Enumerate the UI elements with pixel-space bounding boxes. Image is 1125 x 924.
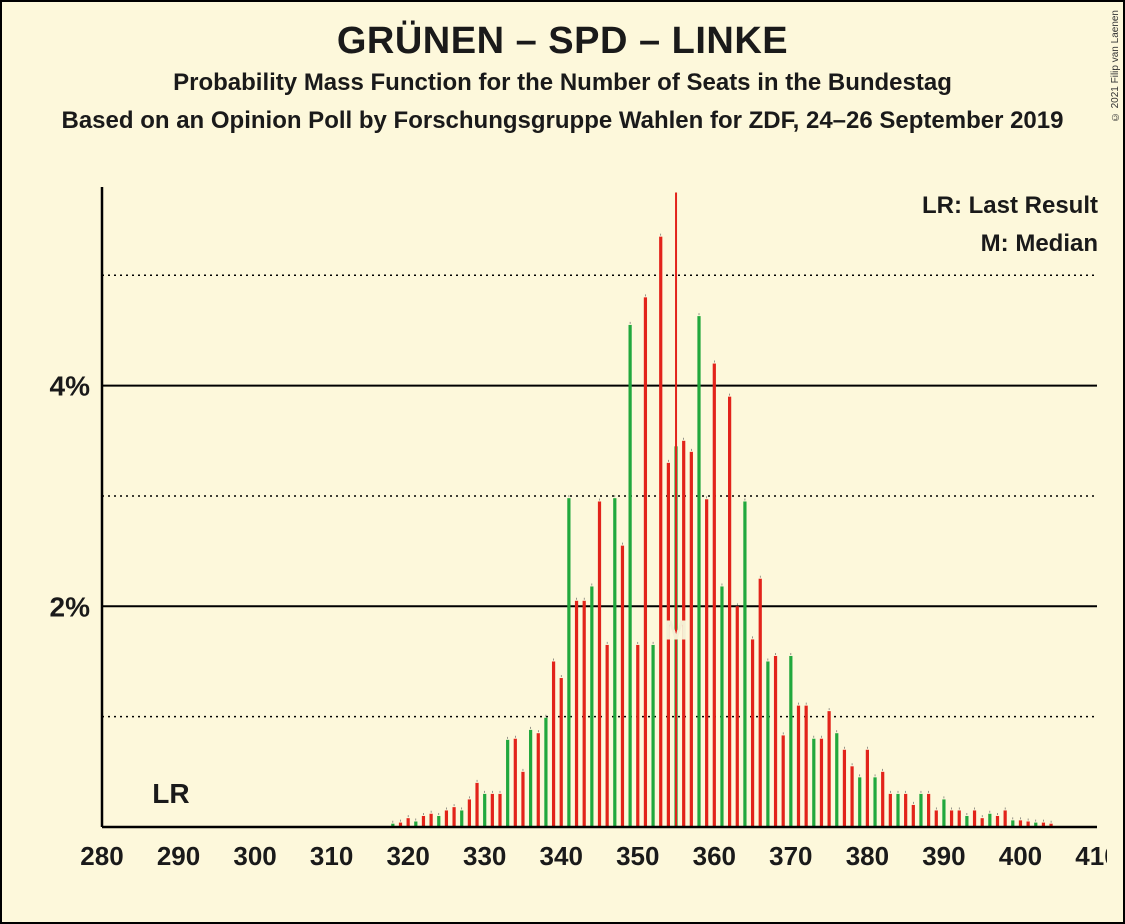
chart-title: GRÜNEN – SPD – LINKE (2, 20, 1123, 63)
svg-text:310: 310 (310, 841, 353, 871)
svg-text:300: 300 (233, 841, 276, 871)
svg-text:320: 320 (386, 841, 429, 871)
svg-text:390: 390 (922, 841, 965, 871)
chart-area: 2% 4% 280 290 300 310 320 330 340 350 360 370 380 390… (32, 182, 1107, 882)
svg-text:LR: LR (152, 778, 189, 809)
bar-chart: 2% 4% 280 290 300 310 320 330 340 350 360 370 380 390… (32, 182, 1107, 882)
svg-text:290: 290 (157, 841, 200, 871)
chart-source: Based on an Opinion Poll by Forschungsgr… (2, 107, 1123, 135)
svg-text:400: 400 (999, 841, 1042, 871)
svg-text:410: 410 (1075, 841, 1107, 871)
svg-text:M: M (664, 614, 687, 645)
svg-text:4%: 4% (50, 371, 91, 402)
svg-text:370: 370 (769, 841, 812, 871)
svg-text:280: 280 (80, 841, 123, 871)
svg-text:380: 380 (846, 841, 889, 871)
svg-text:350: 350 (616, 841, 659, 871)
chart-subtitle: Probability Mass Function for the Number… (2, 69, 1123, 97)
svg-text:330: 330 (463, 841, 506, 871)
copyright-text: © 2021 Filip van Laenen (1110, 10, 1121, 122)
svg-text:340: 340 (540, 841, 583, 871)
svg-text:360: 360 (693, 841, 736, 871)
svg-text:2%: 2% (50, 591, 91, 622)
